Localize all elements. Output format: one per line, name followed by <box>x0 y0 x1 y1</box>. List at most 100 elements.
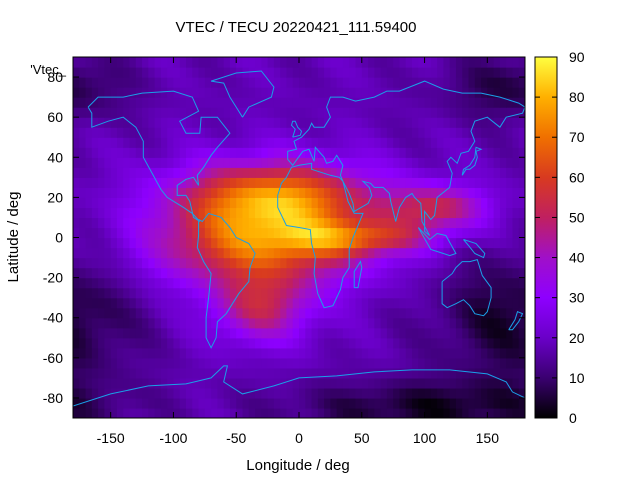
heatmap-cell <box>116 367 124 379</box>
heatmap-cell <box>211 167 218 178</box>
heatmap-cell <box>217 377 225 389</box>
heatmap-cell <box>273 117 281 128</box>
heatmap-cell <box>405 177 413 188</box>
heatmap-cell <box>299 287 306 299</box>
heatmap-cell <box>374 297 382 309</box>
heatmap-cell <box>142 377 149 389</box>
colorbar-tick-label: 70 <box>569 129 585 145</box>
heatmap-cell <box>273 397 281 409</box>
heatmap-cell <box>349 157 357 168</box>
heatmap-cell <box>98 57 105 68</box>
heatmap-cell <box>142 107 149 118</box>
heatmap-cell <box>405 267 413 279</box>
heatmap-cell <box>380 367 388 379</box>
heatmap-cell <box>430 277 438 289</box>
heatmap-cell <box>317 147 325 158</box>
heatmap-cell <box>311 197 319 209</box>
heatmap-cell <box>342 227 350 239</box>
heatmap-cell <box>493 97 501 108</box>
heatmap-cell <box>242 357 250 369</box>
heatmap-cell <box>104 217 112 229</box>
heatmap-cell <box>286 387 294 399</box>
heatmap-cell <box>211 307 218 319</box>
heatmap-cell <box>324 137 331 148</box>
heatmap-cell <box>481 217 488 229</box>
heatmap-cell <box>474 267 482 279</box>
heatmap-cell <box>123 77 131 88</box>
heatmap-cell <box>273 307 281 319</box>
heatmap-cell <box>368 307 375 319</box>
heatmap-cell <box>85 397 93 409</box>
heatmap-cell <box>305 157 313 168</box>
heatmap-cell <box>462 137 470 148</box>
heatmap-cell <box>506 177 514 188</box>
heatmap-cell <box>462 157 470 168</box>
heatmap-cell <box>405 287 413 299</box>
heatmap-cell <box>418 117 426 128</box>
heatmap-cell <box>311 317 319 329</box>
heatmap-cell <box>330 267 338 279</box>
heatmap-cell <box>474 337 482 349</box>
heatmap-cell <box>217 57 225 68</box>
heatmap-cell <box>468 387 476 399</box>
heatmap-cell <box>280 267 288 279</box>
heatmap-cell <box>330 207 338 219</box>
heatmap-cell <box>91 127 99 138</box>
heatmap-cell <box>142 57 149 68</box>
heatmap-cell <box>412 187 419 198</box>
heatmap-cell <box>474 177 482 188</box>
heatmap-cell <box>493 107 501 118</box>
heatmap-cell <box>273 327 281 339</box>
heatmap-cell <box>273 77 281 88</box>
heatmap-cell <box>512 197 520 209</box>
y-tick-label: 20 <box>47 189 63 205</box>
heatmap-cell <box>261 347 269 359</box>
heatmap-cell <box>135 257 143 269</box>
heatmap-cell <box>449 117 457 128</box>
heatmap-cell <box>393 277 401 289</box>
heatmap-cell <box>330 387 338 399</box>
heatmap-cell <box>85 307 93 319</box>
heatmap-cell <box>430 287 438 299</box>
heatmap-cell <box>73 387 80 399</box>
heatmap-cell <box>342 257 350 269</box>
heatmap-cell <box>211 337 218 349</box>
heatmap-cell <box>91 157 99 168</box>
heatmap-cell <box>374 377 382 389</box>
heatmap-cell <box>468 397 476 409</box>
heatmap-cell <box>424 367 432 379</box>
heatmap-cell <box>85 137 93 148</box>
heatmap-cell <box>280 57 288 68</box>
heatmap-cell <box>192 337 200 349</box>
heatmap-cell <box>73 67 80 78</box>
heatmap-cell <box>236 347 244 359</box>
heatmap-cell <box>217 137 225 148</box>
heatmap-cell <box>443 347 451 359</box>
heatmap-cell <box>179 157 187 168</box>
heatmap-cell <box>110 87 118 98</box>
heatmap-cell <box>368 247 375 259</box>
heatmap-cell <box>248 297 256 309</box>
heatmap-cell <box>236 327 244 339</box>
heatmap-cell <box>292 137 300 148</box>
heatmap-cell <box>242 217 250 229</box>
heatmap-cell <box>468 87 476 98</box>
heatmap-cell <box>311 127 319 138</box>
heatmap-cell <box>305 267 313 279</box>
heatmap-cell <box>487 327 495 339</box>
heatmap-cell <box>449 207 457 219</box>
heatmap-cell <box>512 297 520 309</box>
heatmap-cell <box>148 177 156 188</box>
heatmap-cell <box>449 347 457 359</box>
heatmap-cell <box>217 397 225 409</box>
heatmap-cell <box>330 217 338 229</box>
heatmap-cell <box>324 227 331 239</box>
heatmap-cell <box>91 397 99 409</box>
heatmap-cell <box>217 187 225 198</box>
heatmap-cell <box>311 247 319 259</box>
heatmap-cell <box>330 277 338 289</box>
x-tick-label: -50 <box>226 430 246 446</box>
heatmap-cell <box>123 237 131 249</box>
heatmap-cell <box>292 307 300 319</box>
heatmap-cell <box>305 237 313 249</box>
